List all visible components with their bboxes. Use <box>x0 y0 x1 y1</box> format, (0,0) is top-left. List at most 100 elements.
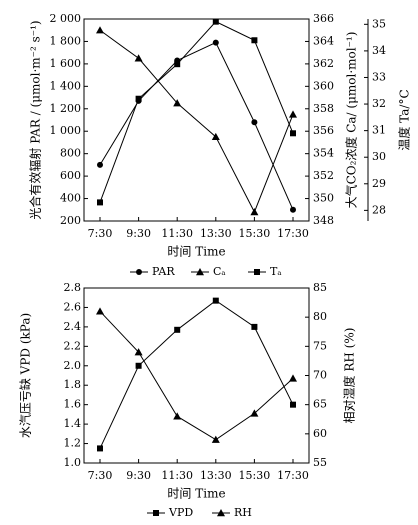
chart1-right1-tick-label: 352 <box>313 169 334 182</box>
chart1-left-tick-label: 1 200 <box>50 102 82 115</box>
chart1-right1-tick-label: 362 <box>313 57 334 70</box>
chart1-series-0-point <box>251 119 258 126</box>
chart1-x-tick-label: 15:30 <box>239 227 271 240</box>
chart2-series-1-point <box>134 348 143 356</box>
chart1-x-axis-title: 时间 Time <box>167 245 225 259</box>
chart1-right1-axis-title: 大气CO₂浓度 Ca/ (μmol·mol⁻¹) <box>344 32 359 209</box>
chart2-x-tick-label: 17:30 <box>277 469 309 482</box>
chart1-right1-tick-label: 364 <box>313 34 334 47</box>
chart1-series-2-point <box>174 61 181 68</box>
chart1-legend-label: PAR <box>152 265 175 278</box>
chart1-right1-tick-label: 354 <box>313 147 334 160</box>
chart2-legend-label: VPD <box>168 506 193 519</box>
chart2-series-0-point <box>97 445 103 452</box>
chart2-plot-frame <box>83 287 310 464</box>
chart1-series-2-point <box>212 18 219 25</box>
chart1-series-1-line <box>99 29 294 214</box>
chart1-left-tick-label: 800 <box>60 147 81 160</box>
chart1-left-tick-label: 1 400 <box>50 79 82 92</box>
chart2-series-1-point <box>211 435 220 443</box>
chart2-left-axis-title: 水汽压亏缺 VPD (kPa) <box>18 313 33 438</box>
chart1-right2-tick-label: 30 <box>372 150 386 163</box>
chart1-x-tick-label: 17:30 <box>277 227 309 240</box>
chart2-series-1-point <box>173 412 182 420</box>
chart1-series-0-point <box>212 39 219 46</box>
chart1-right1-tick-label: 350 <box>313 192 334 205</box>
chart1-legend-label: Tₐ <box>270 265 282 278</box>
chart2-x-axis-title: 时间 Time <box>167 487 225 501</box>
chart2-x-tick-label: 13:30 <box>200 469 232 482</box>
chart2-right-tick-label: 55 <box>313 456 327 469</box>
chart2-left-tick-label: 1.0 <box>64 456 82 469</box>
chart2-series-1-line <box>99 310 294 441</box>
chart1-x-tick-label: 11:30 <box>161 227 193 240</box>
chart1-series-2-point <box>135 95 142 102</box>
chart1-right1-tick-label: 366 <box>313 12 334 25</box>
chart2-series-0-point <box>135 362 142 369</box>
chart1-series-0-line <box>99 41 294 210</box>
chart2-right-axis-title: 相对湿度 RH (%) <box>342 328 357 424</box>
chart2-series-1-point <box>96 307 104 315</box>
chart1-left-tick-label: 200 <box>60 214 81 227</box>
chart2-left-tick-label: 2.2 <box>64 339 82 352</box>
chart1-series-0-point <box>97 161 103 168</box>
chart1-right2-tick-label: 28 <box>372 203 386 216</box>
chart1-plot-frame <box>83 18 310 222</box>
chart2-left-tick-label: 1.8 <box>64 378 82 391</box>
chart1-legend-marker <box>196 268 204 276</box>
chart1-right2-tick-label: 33 <box>372 70 386 83</box>
chart2-series-0-line <box>99 300 294 449</box>
chart2-x-tick-label: 15:30 <box>239 469 271 482</box>
chart1-series-1-point <box>173 99 182 107</box>
chart1-x-tick-label: 13:30 <box>200 227 232 240</box>
chart2-left-tick-label: 2.8 <box>64 281 82 294</box>
chart2-legend-marker <box>153 510 159 516</box>
chart1-series-2-point <box>97 199 103 206</box>
chart2-series-0-point <box>251 323 258 330</box>
chart2-series-1-point <box>289 374 297 382</box>
chart2-right-tick-label: 80 <box>313 310 327 323</box>
chart1-series-0-point <box>290 206 296 213</box>
chart1-series-1-point <box>250 208 259 216</box>
chart1-right2-tick-label: 32 <box>372 97 386 110</box>
chart2-right-tick-label: 65 <box>313 398 327 411</box>
chart2-x-tick-label: 9:30 <box>126 469 151 482</box>
chart1-series-1-point <box>134 54 143 62</box>
chart1-x-tick-label: 7:30 <box>88 227 113 240</box>
chart2-legend-marker <box>217 509 225 517</box>
chart2-left-tick-label: 2.4 <box>64 320 82 333</box>
chart1-left-tick-label: 2 000 <box>50 12 82 25</box>
chart1-right2-tick-label: 31 <box>372 124 386 137</box>
chart2-right-tick-label: 60 <box>313 427 327 440</box>
chart1-legend-marker <box>136 269 142 275</box>
chart1-series-2-line <box>99 21 294 203</box>
chart1-left-tick-label: 600 <box>60 169 81 182</box>
chart2-right-tick-label: 85 <box>313 281 327 294</box>
chart1-right1-tick-label: 348 <box>313 214 334 227</box>
chart2-series-0-point <box>212 297 219 304</box>
chart2-left-tick-label: 2.6 <box>64 300 82 313</box>
chart1-series-2-point <box>290 130 296 137</box>
chart1-right2-tick-label: 34 <box>372 44 386 57</box>
chart1-right2-axis-title: 温度 Ta/°C <box>397 89 412 150</box>
chart2-series-1-point <box>250 409 259 417</box>
chart1-right1-tick-label: 356 <box>313 124 334 137</box>
chart1-right1-tick-label: 358 <box>313 102 334 115</box>
chart2-series-0-point <box>290 401 296 408</box>
chart2-right-tick-label: 70 <box>313 369 327 382</box>
chart2-series-0-point <box>174 326 181 333</box>
chart1-legend-label: Cₐ <box>213 265 226 278</box>
chart1-left-axis-title: 光合有效辐射 PAR / (μmol·m⁻² s⁻¹) <box>28 20 43 219</box>
chart2-legend-label: RH <box>234 506 252 519</box>
chart1-left-tick-label: 1 800 <box>50 34 82 47</box>
chart1-left-tick-label: 1 600 <box>50 57 82 70</box>
chart1-right1-tick-label: 360 <box>313 79 334 92</box>
chart1-right2-tick-label: 29 <box>372 177 386 190</box>
chart2-left-tick-label: 1.4 <box>64 417 82 430</box>
chart1-series-1-point <box>96 26 104 34</box>
chart2-left-tick-label: 1.2 <box>64 437 82 450</box>
chart1-x-tick-label: 9:30 <box>126 227 151 240</box>
chart1-series-1-point <box>211 132 220 141</box>
chart2-right-tick-label: 75 <box>313 339 327 352</box>
